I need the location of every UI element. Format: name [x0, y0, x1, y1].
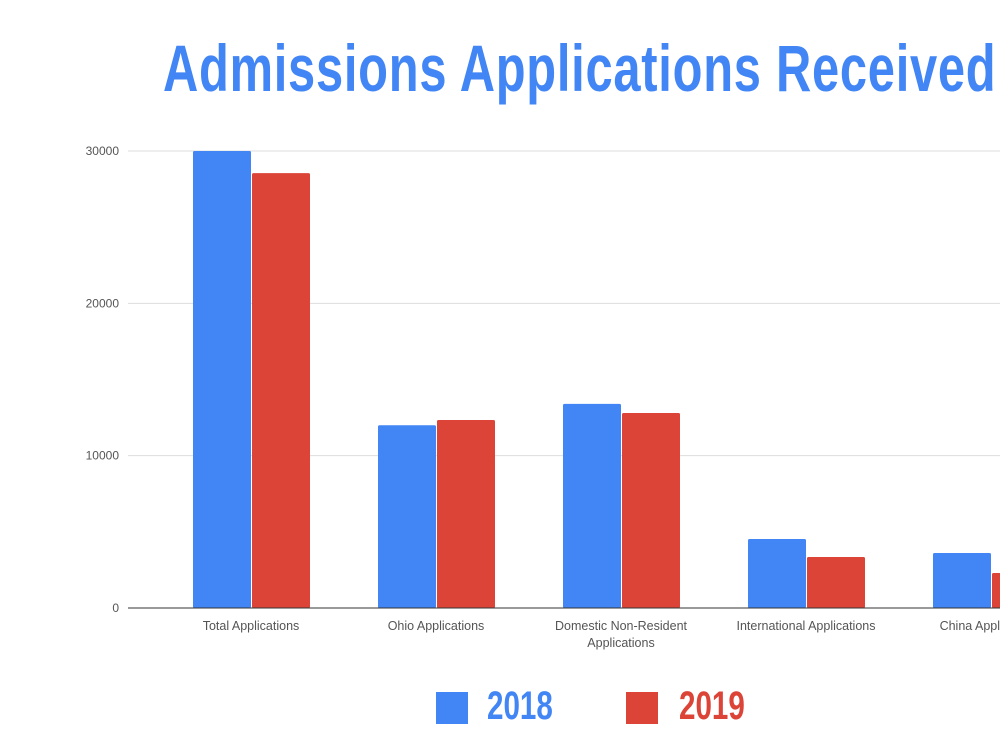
- x-tick-label: Domestic Non-Resident: [555, 619, 688, 633]
- bar-2019: [437, 420, 495, 608]
- legend-label-2018: 2018: [487, 684, 553, 728]
- x-tick-label: China Applications: [940, 619, 1000, 633]
- y-tick-label: 0: [112, 601, 119, 615]
- bar-2018: [933, 553, 991, 608]
- x-tick-label: International Applications: [737, 619, 876, 633]
- legend-swatch-2019: [626, 692, 658, 724]
- y-tick-label: 10000: [86, 449, 120, 463]
- bar-2019: [807, 556, 865, 608]
- legend-swatch-2018: [436, 692, 468, 724]
- x-tick-label: Applications: [587, 636, 654, 650]
- x-tick-label: Ohio Applications: [388, 619, 485, 633]
- bar-2018: [748, 538, 806, 608]
- y-tick-label: 30000: [86, 144, 120, 158]
- bar-2019: [992, 572, 1000, 608]
- bar-2018: [193, 151, 251, 608]
- chart-title: Admissions Applications Received: [163, 31, 997, 105]
- y-tick-label: 20000: [86, 296, 120, 310]
- legend-label-2019: 2019: [679, 684, 745, 728]
- x-tick-label: Total Applications: [203, 619, 300, 633]
- bar-2019: [252, 173, 310, 609]
- bar-2018: [378, 425, 436, 608]
- bar-2019: [622, 413, 680, 608]
- bar-2018: [563, 403, 621, 608]
